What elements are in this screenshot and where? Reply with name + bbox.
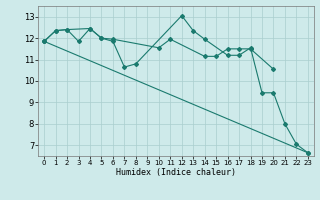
X-axis label: Humidex (Indice chaleur): Humidex (Indice chaleur) <box>116 168 236 177</box>
